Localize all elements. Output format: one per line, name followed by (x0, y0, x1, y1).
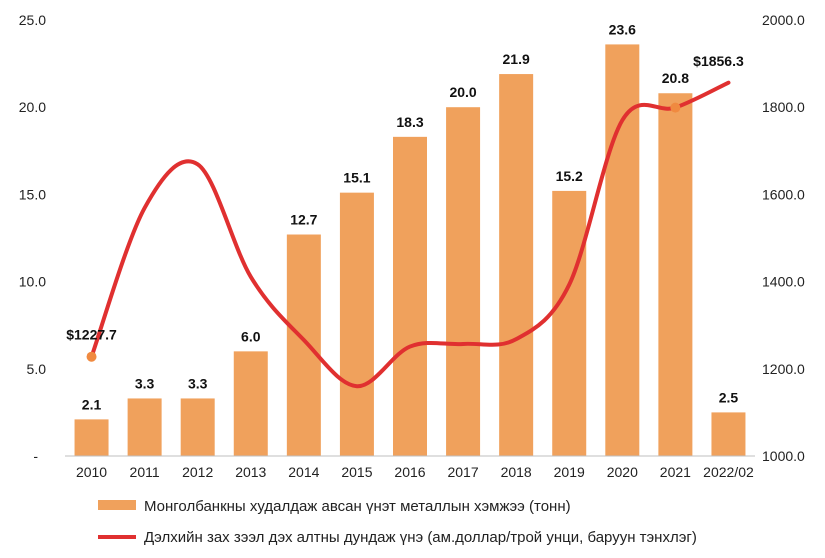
bar-data-label: 6.0 (241, 328, 261, 344)
right-axis-tick-label: 1600.0 (762, 186, 805, 202)
line-series: $1227.7 $1856.3 (66, 53, 744, 389)
left-axis-tick-label: 25.0 (19, 12, 46, 28)
right-axis-tick-label: 1200.0 (762, 361, 805, 377)
x-axis-tick-label: 2011 (130, 464, 160, 480)
bar-data-label: 15.1 (343, 170, 370, 186)
first-price-label: $1227.7 (66, 327, 117, 343)
right-axis-tick-label: 1800.0 (762, 99, 805, 115)
bar (658, 93, 693, 457)
bar-data-label: 23.6 (609, 21, 636, 37)
legend-bar-label: Монголбанкны худалдаж авсан үнэт металлы… (144, 498, 571, 515)
legend: Монголбанкны худалдаж авсан үнэт металлы… (98, 498, 697, 546)
x-axis-tick-label: 2013 (235, 464, 266, 480)
x-axis-tick-label: 2010 (76, 464, 107, 480)
right-axis-tick-label: 1000.0 (762, 448, 805, 464)
bar (552, 190, 587, 457)
bar (74, 419, 109, 456)
left-axis-tick-label: 10.0 (19, 274, 46, 290)
x-axis-tick-label: 2012 (182, 464, 213, 480)
bar-series: 2.1 3.3 3.3 6.0 12.7 15.1 18.3 20.0 21.9 15.2 23.6… (74, 21, 746, 457)
bar (180, 398, 215, 456)
right-y-axis: 1000.0 1200.0 1400.0 1600.0 1800.0 2000.0 (762, 12, 805, 464)
right-axis-tick-label: 1400.0 (762, 274, 805, 290)
left-axis-tick-label: 15.0 (19, 186, 46, 202)
bar (605, 44, 640, 456)
legend-line-label: Дэлхийн зах зээл дэх алтны дундаж үнэ (а… (144, 529, 697, 546)
bar (127, 398, 162, 456)
left-axis-tick-label: - (33, 448, 38, 464)
bar-data-label: 15.2 (556, 168, 583, 184)
bar-data-label: 21.9 (503, 51, 530, 67)
line-point-marker (670, 102, 681, 113)
x-axis-tick-label: 2022/02 (703, 464, 754, 480)
bar (233, 351, 268, 456)
bar-data-label: 20.8 (662, 70, 689, 86)
legend-bar-swatch (98, 500, 136, 510)
bar (446, 107, 481, 456)
left-axis-tick-label: 20.0 (19, 99, 46, 115)
x-axis-tick-label: 2019 (554, 464, 585, 480)
bar-data-label: 2.1 (82, 396, 102, 412)
bar (499, 74, 534, 457)
bar-data-label: 3.3 (188, 375, 208, 391)
x-axis-tick-label: 2014 (288, 464, 319, 480)
x-axis-tick-label: 2018 (501, 464, 532, 480)
x-axis-tick-label: 2021 (660, 464, 691, 480)
left-y-axis: - 5.0 10.0 15.0 20.0 25.0 (19, 12, 46, 464)
right-axis-tick-label: 2000.0 (762, 12, 805, 28)
last-price-label: $1856.3 (693, 53, 744, 69)
x-axis: 2010 2011 2012 2013 2014 2015 2016 2017 2018 2019… (65, 455, 755, 480)
gold-price-line (89, 80, 731, 389)
bar (711, 412, 746, 456)
bar (339, 192, 374, 456)
x-axis-tick-label: 2020 (607, 464, 638, 480)
bar-data-label: 18.3 (396, 114, 423, 130)
bar (393, 136, 427, 456)
line-point-marker (86, 351, 97, 362)
x-axis-tick-label: 2015 (341, 464, 372, 480)
bar (286, 234, 321, 456)
bar-data-label: 20.0 (449, 84, 476, 100)
x-axis-tick-label: 2017 (447, 464, 478, 480)
x-axis-tick-label: 2016 (394, 464, 425, 480)
bar-data-label: 12.7 (290, 212, 317, 228)
bar-data-label: 3.3 (135, 375, 155, 391)
left-axis-tick-label: 5.0 (27, 361, 47, 377)
bar-data-label: 2.5 (719, 389, 739, 405)
